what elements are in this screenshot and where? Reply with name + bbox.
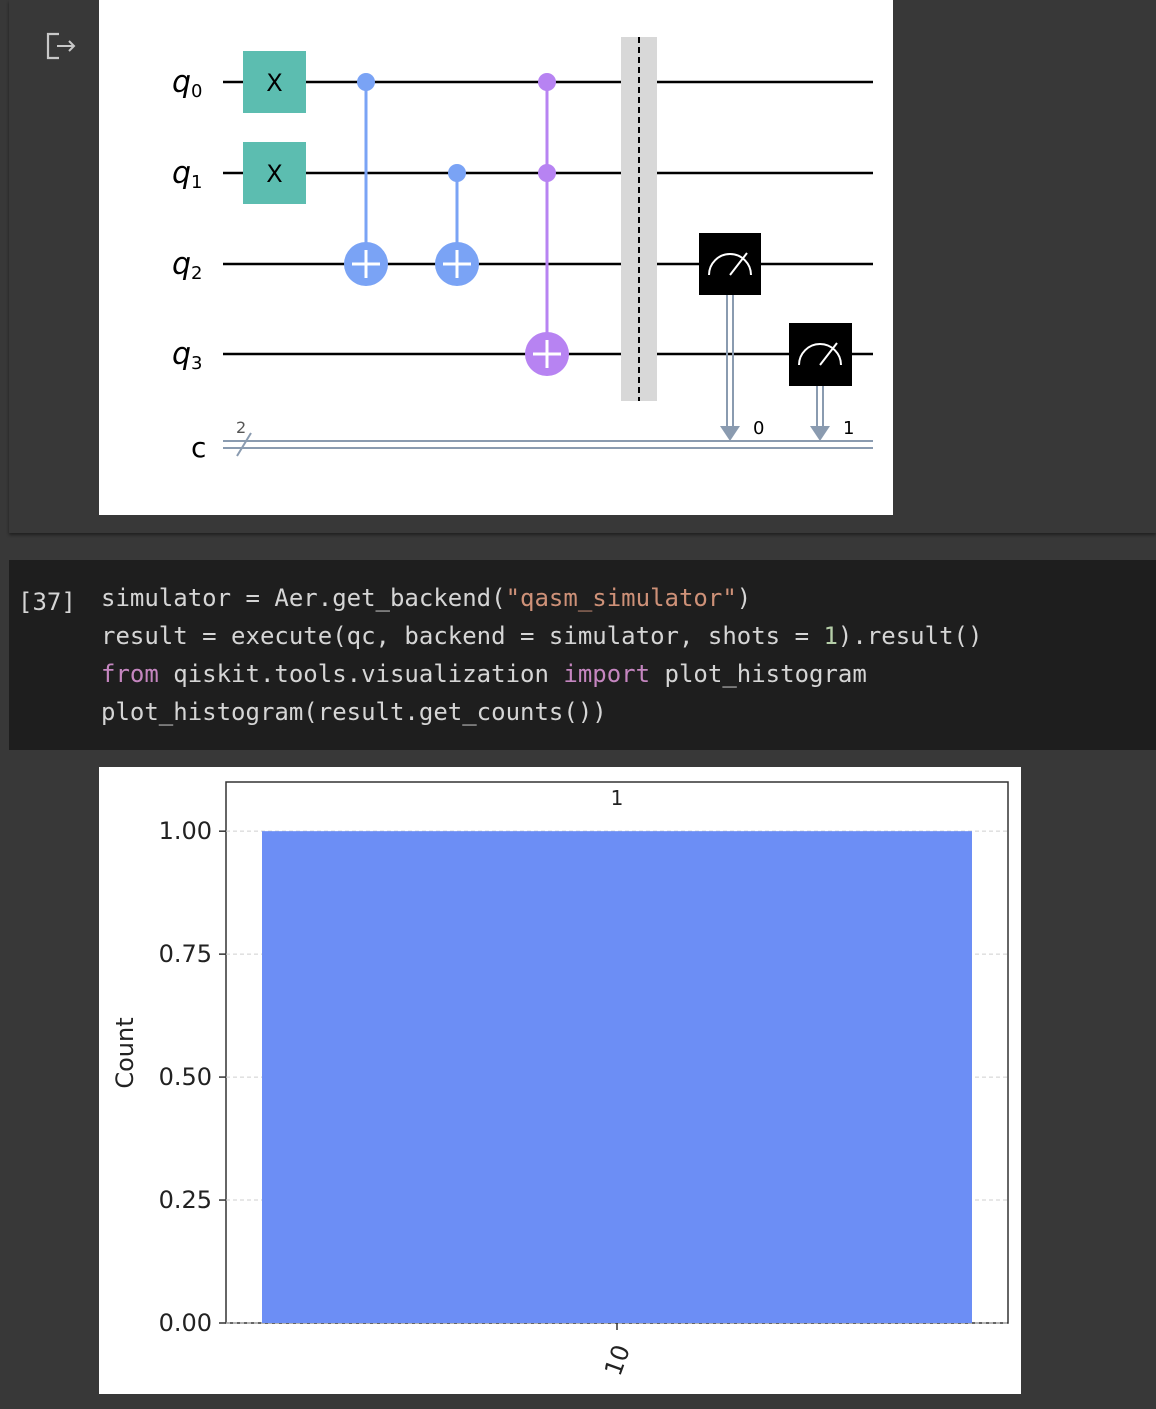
- code-token: 1: [823, 622, 838, 650]
- code-line: plot_histogram(result.get_counts()): [101, 693, 1156, 731]
- y-axis-label: Count: [111, 1017, 139, 1088]
- code-token: qiskit.tools.visualization: [158, 660, 564, 688]
- circuit-diagram: 2 q0 q1 q2 q3 c X X: [99, 0, 893, 515]
- code-line: simulator = Aer.get_backend("qasm_simula…: [101, 579, 1156, 617]
- x-gate-q0: X: [243, 51, 306, 113]
- qubit-label-q1: q1: [172, 156, 203, 193]
- code-line: result = execute(qc, backend = simulator…: [101, 617, 1156, 655]
- cx-gate-q0-q2: [344, 73, 388, 286]
- y-tick-label: 0.75: [159, 940, 212, 968]
- code-token: ).result(): [837, 622, 983, 650]
- code-token: "qasm_simulator": [505, 584, 737, 612]
- code-token: ): [736, 584, 752, 612]
- histogram-bar: [262, 831, 972, 1323]
- clbit-index-1: 1: [843, 418, 854, 439]
- code-token: plot_histogram(result.get_counts()): [101, 698, 607, 726]
- code-line: from qiskit.tools.visualization import p…: [101, 655, 1156, 693]
- histogram-chart: 1 0.00 0.25 0.50 0.75 1.00 10 Count: [99, 767, 1021, 1394]
- measure-gate-q3: [789, 323, 852, 441]
- code-token: result = execute(qc, backend = simulator…: [101, 622, 824, 650]
- qubit-label-q0: q0: [172, 65, 203, 102]
- y-tick-label: 0.25: [159, 1186, 212, 1214]
- qubit-label-q2: q2: [172, 247, 203, 284]
- code-editor[interactable]: simulator = Aer.get_backend("qasm_simula…: [101, 579, 1156, 731]
- code-cell[interactable]: [37] simulator = Aer.get_backend("qasm_s…: [9, 560, 1156, 750]
- code-token: simulator = Aer.get_backend(: [101, 584, 506, 612]
- clbit-index-0: 0: [753, 418, 764, 439]
- classical-width-label: 2: [236, 418, 246, 437]
- svg-text:X: X: [266, 69, 282, 97]
- x-gate-q1: X: [243, 142, 306, 204]
- output-redirect-icon[interactable]: [45, 30, 77, 62]
- qubit-label-q3: q3: [172, 337, 203, 374]
- cx-gate-q1-q2: [435, 164, 479, 286]
- classical-label: c: [191, 431, 206, 464]
- y-tick-label: 0.50: [159, 1063, 212, 1091]
- ccx-gate-q0-q1-q3: [525, 73, 569, 376]
- svg-text:X: X: [266, 160, 282, 188]
- code-token: plot_histogram: [650, 660, 867, 688]
- measure-gate-q2: [699, 233, 761, 441]
- execution-count: [37]: [18, 588, 76, 616]
- bar-data-label: 1: [611, 786, 624, 810]
- barrier: [621, 37, 657, 401]
- code-token: import: [563, 660, 651, 688]
- y-tick-label: 0.00: [159, 1309, 212, 1337]
- x-tick-label: 10: [599, 1341, 636, 1379]
- classical-register-slash: [236, 432, 252, 457]
- y-tick-label: 1.00: [159, 817, 212, 845]
- code-token: from: [101, 660, 159, 688]
